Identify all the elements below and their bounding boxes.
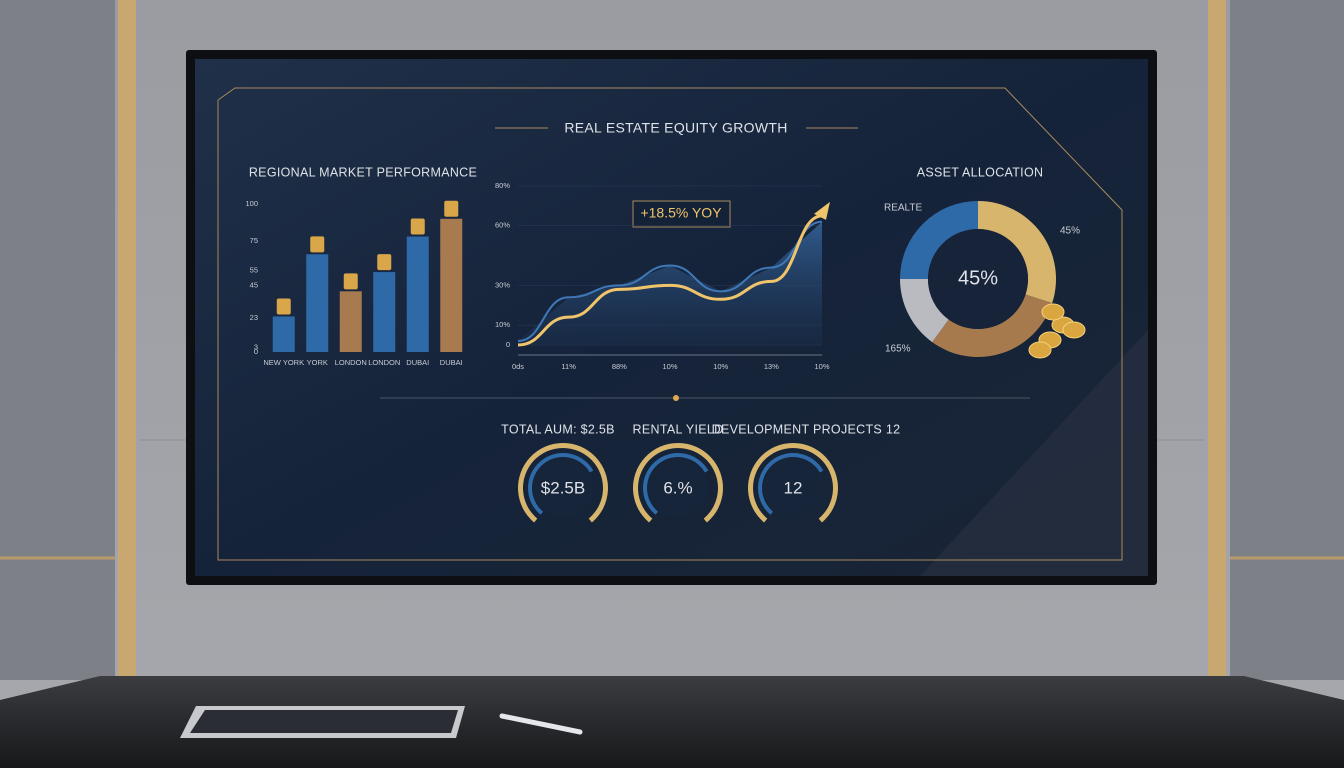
bar-glow: [276, 298, 291, 315]
kpi-label: RENTAL YIELD: [633, 422, 724, 436]
y-tick-label: 75: [250, 236, 258, 245]
line: [517, 220, 823, 343]
chart-title: REGIONAL MARKET PERFORMANCE: [249, 165, 477, 179]
x-tick-label: LONDON: [368, 358, 400, 367]
x-tick-label: DUBAI: [406, 358, 429, 367]
bar: [272, 316, 295, 352]
y-tick-label: 100: [245, 199, 258, 208]
chart-title: REAL ESTATE EQUITY GROWTH: [564, 120, 787, 136]
center-label: 45%: [958, 267, 998, 289]
bar: [373, 272, 396, 352]
annotation: 45%: [1060, 226, 1080, 237]
y-tick-label: 23: [250, 313, 258, 322]
y-tick-label: 10%: [495, 320, 510, 329]
donut-segment: [900, 201, 978, 279]
arrow-head: [814, 201, 830, 220]
x-tick-label: NEW YORK: [263, 358, 304, 367]
y-tick-label: 30%: [495, 280, 510, 289]
bar-glow: [377, 254, 392, 271]
x-tick-label: 13%: [764, 362, 779, 371]
kpi-value: $2.5B: [541, 478, 585, 497]
stylus: [499, 713, 583, 735]
bar: [306, 254, 329, 352]
gauge-ring: [518, 443, 608, 523]
x-tick-label: 88%: [612, 362, 627, 371]
wall-panel: [0, 0, 115, 680]
chart-title: ASSET ALLOCATION: [917, 165, 1044, 179]
area: [518, 221, 822, 345]
tablet-screen: [190, 710, 458, 733]
y-tick-label: 45: [250, 280, 258, 289]
kpi-value: 12: [784, 478, 803, 497]
gauge-face: [763, 458, 823, 518]
coin: [1041, 303, 1065, 321]
donut-segment: [978, 201, 1056, 304]
x-tick-label: DUBAI: [440, 358, 463, 367]
x-tick-label: 11%: [561, 362, 576, 371]
frame-line: [217, 87, 1123, 561]
kpi-value: 6.%: [663, 478, 692, 497]
y-tick-label: 3: [254, 343, 258, 352]
coin: [1028, 341, 1052, 359]
donut-segment: [900, 279, 949, 343]
bar-glow: [343, 273, 358, 290]
x-tick-label: 10%: [662, 362, 677, 371]
y-tick-label: 0: [506, 340, 510, 349]
x-tick-label: 10%: [814, 362, 829, 371]
annotation-box: [632, 200, 731, 228]
divider-dot: [673, 395, 679, 401]
line: [517, 214, 823, 347]
annotation: 165%: [885, 344, 911, 355]
x-tick-label: LONDON: [335, 358, 367, 367]
x-tick-label: 10%: [713, 362, 728, 371]
y-tick-label: 80%: [495, 181, 510, 190]
annotation: +18.5% YOY: [640, 205, 722, 221]
bar: [406, 236, 429, 352]
wall-panel: [1230, 0, 1344, 680]
light-strip: [1208, 0, 1226, 680]
slice-label: REALTE: [884, 203, 922, 214]
bar-glow: [410, 218, 425, 235]
bar: [339, 291, 362, 352]
gauge-ring: [748, 443, 839, 523]
bar-glow: [444, 200, 459, 217]
glare: [920, 330, 1148, 576]
y-tick-label: 55: [250, 266, 258, 275]
y-tick-label: 60%: [495, 221, 510, 230]
bar-glow: [310, 236, 325, 253]
kpi-label: DEVELOPMENT PROJECTS 12: [712, 422, 901, 436]
kpi-label: TOTAL AUM: $2.5B: [501, 422, 615, 436]
gauge-face: [648, 458, 708, 518]
y-tick-label: 0: [254, 347, 258, 356]
x-tick-label: 0ds: [512, 362, 524, 371]
bar: [440, 218, 463, 352]
gauge-face: [533, 458, 593, 518]
x-tick-label: YORK: [307, 358, 328, 367]
donut-hole: [928, 229, 1028, 329]
gauge-ring: [633, 443, 723, 523]
donut-segment: [932, 294, 1053, 357]
light-strip: [118, 0, 136, 680]
coin: [1062, 321, 1086, 339]
desk: [0, 676, 1344, 768]
